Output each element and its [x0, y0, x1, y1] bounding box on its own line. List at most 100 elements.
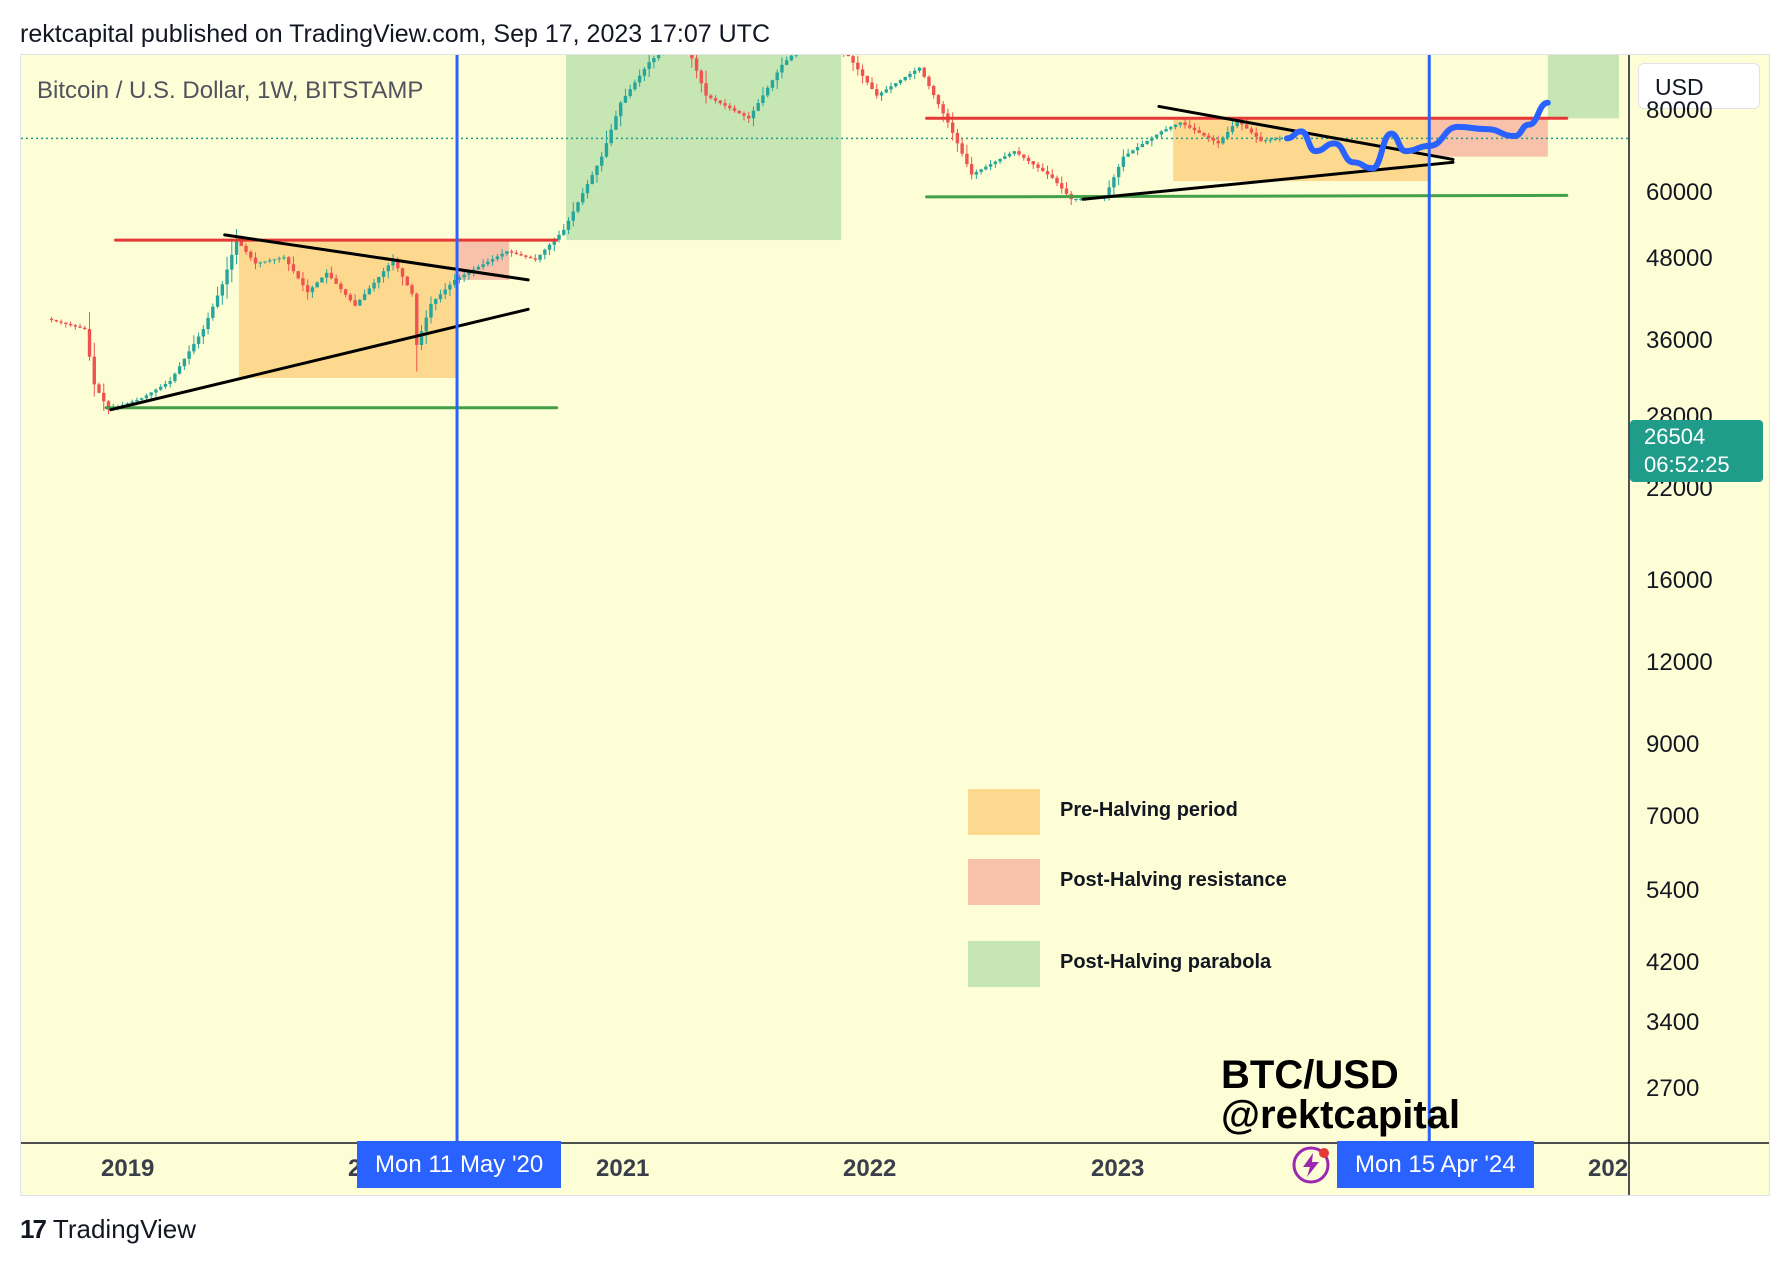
candle-body — [419, 331, 424, 345]
candle-body — [438, 294, 443, 300]
candle-body — [528, 256, 533, 259]
candle-body — [547, 244, 552, 250]
candle-body — [514, 252, 519, 255]
legend-label: Pre-Halving period — [1060, 799, 1238, 821]
candle-body — [1278, 138, 1282, 140]
candle-body — [282, 257, 286, 259]
candle-body — [457, 277, 462, 280]
legend-label: Post-Halving parabola — [1060, 951, 1272, 973]
candle-body — [1268, 139, 1273, 141]
x-tick-label: 2023 — [1091, 1155, 1145, 1182]
candle-body — [64, 322, 68, 324]
y-tick-label: 4200 — [1646, 949, 1700, 976]
candle-body — [1230, 126, 1235, 132]
candle-body — [770, 80, 775, 88]
candle-body — [614, 116, 618, 130]
candle-body — [1017, 151, 1021, 155]
candle-body — [1145, 140, 1149, 144]
halving-date-tag: Mon 11 May '20 — [357, 1141, 562, 1188]
chart-panel[interactable]: Bitcoin / U.S. Dollar, 1W, BITSTAMP USD … — [20, 54, 1770, 1196]
y-tick-label: 7000 — [1646, 803, 1700, 830]
candle-body — [1211, 138, 1216, 141]
candle-body — [969, 164, 974, 175]
y-tick-label: 16000 — [1646, 567, 1713, 594]
candle-body — [377, 276, 381, 283]
candle-body — [590, 174, 594, 185]
candle-body — [965, 153, 969, 165]
candle-body — [225, 269, 229, 285]
candle-body — [1003, 156, 1007, 159]
candle-body — [177, 366, 182, 374]
currency-button[interactable]: USD — [1638, 63, 1760, 109]
candle-body — [1121, 156, 1126, 167]
candle-body — [652, 58, 656, 63]
candle-body — [766, 87, 770, 96]
candle-body — [102, 392, 106, 402]
tradingview-logo[interactable]: 17 TradingView — [20, 1214, 196, 1245]
symbol-title[interactable]: Bitcoin / U.S. Dollar, 1W, BITSTAMP — [37, 77, 424, 104]
candle-body — [718, 100, 722, 104]
candle-body — [1183, 122, 1187, 126]
candle-body — [728, 105, 732, 109]
candle-body — [1235, 120, 1239, 127]
candle-body — [106, 401, 111, 410]
candle-body — [97, 384, 101, 393]
candle-body — [1079, 198, 1083, 200]
candle-body — [794, 55, 798, 56]
candle-body — [386, 265, 391, 272]
candle-body — [372, 282, 376, 289]
candle-body — [865, 75, 869, 83]
candle-body — [543, 249, 547, 255]
candle-body — [49, 318, 54, 321]
candle-body — [154, 389, 158, 393]
candle-body — [737, 110, 741, 114]
candle-body — [1178, 122, 1182, 125]
candle-body — [381, 271, 386, 277]
candle-body — [988, 164, 993, 167]
candle-body — [196, 336, 201, 344]
candle-body — [443, 289, 447, 295]
author-watermark: BTC/USD @rektcapital — [1221, 1055, 1460, 1135]
candle-body — [1107, 187, 1111, 198]
candle-body — [784, 60, 789, 65]
candle-body — [562, 229, 566, 235]
candle-body — [775, 72, 779, 81]
candle-body — [984, 166, 988, 170]
lightning-bolt-icon[interactable] — [1291, 1145, 1331, 1185]
candle-body — [1202, 132, 1206, 136]
candle-body — [747, 115, 751, 119]
candle-body — [68, 323, 73, 326]
candle-body — [1116, 166, 1121, 178]
candle-body — [287, 257, 291, 265]
candle-body — [998, 158, 1002, 162]
candle-body — [894, 83, 898, 87]
candle-body — [1036, 164, 1040, 168]
candle-body — [600, 156, 604, 166]
candle-body — [182, 358, 187, 367]
candle-body — [1221, 137, 1225, 144]
candle-body — [699, 70, 704, 84]
price-chart[interactable] — [21, 55, 1769, 1195]
candle-body — [192, 343, 196, 352]
candle-body — [1216, 140, 1220, 144]
candle-body — [467, 272, 471, 275]
candle-body — [856, 62, 860, 70]
y-tick-label: 36000 — [1646, 327, 1713, 354]
tradingview-wordmark: TradingView — [52, 1214, 196, 1244]
candle-body — [130, 401, 134, 404]
support-line — [925, 193, 1569, 199]
bar-countdown: 06:52:25 — [1644, 452, 1730, 477]
candle-body — [936, 95, 941, 105]
candle-body — [860, 69, 865, 76]
candle-body — [633, 82, 637, 90]
candle-body — [519, 254, 523, 256]
candle-body — [320, 277, 324, 283]
candle-body — [362, 294, 367, 300]
trendline-line — [109, 307, 530, 412]
candle-body — [566, 220, 571, 230]
candle-body — [211, 306, 215, 318]
candle-body — [851, 56, 855, 63]
candle-body — [73, 325, 77, 327]
candle-body — [789, 55, 794, 61]
candle-body — [462, 274, 466, 278]
